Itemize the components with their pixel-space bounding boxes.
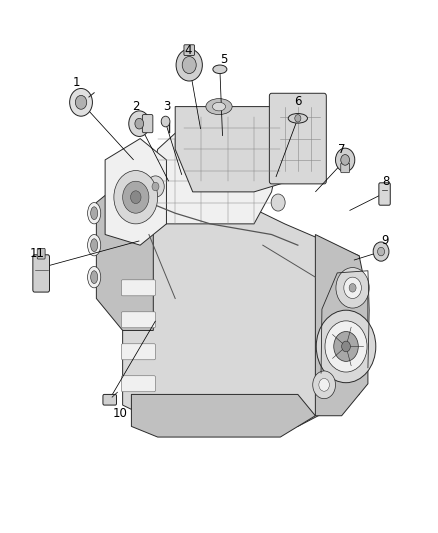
Circle shape bbox=[161, 116, 170, 127]
Text: 6: 6 bbox=[294, 95, 302, 108]
Circle shape bbox=[271, 194, 285, 211]
Ellipse shape bbox=[288, 114, 307, 123]
Ellipse shape bbox=[91, 239, 98, 252]
Polygon shape bbox=[123, 203, 359, 426]
Ellipse shape bbox=[88, 203, 101, 224]
Ellipse shape bbox=[213, 65, 227, 74]
Text: 3: 3 bbox=[163, 100, 170, 113]
Text: 5: 5 bbox=[220, 53, 227, 66]
Circle shape bbox=[325, 321, 367, 372]
Circle shape bbox=[341, 155, 350, 165]
Text: 10: 10 bbox=[113, 407, 128, 419]
Circle shape bbox=[344, 277, 361, 298]
Text: 8: 8 bbox=[382, 175, 389, 188]
Ellipse shape bbox=[206, 99, 232, 115]
Circle shape bbox=[152, 182, 159, 191]
Circle shape bbox=[342, 341, 350, 352]
FancyBboxPatch shape bbox=[142, 115, 153, 133]
Text: 11: 11 bbox=[30, 247, 45, 260]
Circle shape bbox=[316, 310, 376, 383]
FancyBboxPatch shape bbox=[379, 183, 390, 205]
FancyBboxPatch shape bbox=[341, 163, 350, 173]
Circle shape bbox=[176, 49, 202, 81]
Text: 2: 2 bbox=[132, 100, 140, 113]
Circle shape bbox=[114, 171, 158, 224]
Circle shape bbox=[378, 247, 385, 256]
FancyBboxPatch shape bbox=[103, 394, 117, 405]
Polygon shape bbox=[149, 117, 280, 224]
Circle shape bbox=[123, 181, 149, 213]
FancyBboxPatch shape bbox=[121, 312, 155, 328]
FancyBboxPatch shape bbox=[121, 344, 155, 360]
Circle shape bbox=[373, 242, 389, 261]
Circle shape bbox=[135, 118, 144, 129]
Circle shape bbox=[182, 56, 196, 74]
Circle shape bbox=[147, 176, 164, 197]
Ellipse shape bbox=[212, 102, 226, 111]
FancyBboxPatch shape bbox=[121, 376, 155, 392]
FancyBboxPatch shape bbox=[33, 255, 49, 292]
FancyBboxPatch shape bbox=[37, 248, 45, 259]
Polygon shape bbox=[175, 107, 289, 192]
Polygon shape bbox=[96, 181, 153, 330]
FancyBboxPatch shape bbox=[121, 280, 155, 296]
Polygon shape bbox=[131, 394, 315, 437]
Circle shape bbox=[313, 371, 336, 399]
Circle shape bbox=[336, 148, 355, 172]
Ellipse shape bbox=[91, 207, 98, 220]
Circle shape bbox=[131, 191, 141, 204]
FancyBboxPatch shape bbox=[184, 45, 194, 55]
Polygon shape bbox=[315, 235, 368, 416]
Circle shape bbox=[75, 95, 87, 109]
Circle shape bbox=[129, 111, 150, 136]
Circle shape bbox=[70, 88, 92, 116]
Ellipse shape bbox=[88, 235, 101, 256]
Circle shape bbox=[319, 378, 329, 391]
Circle shape bbox=[334, 332, 358, 361]
Text: 9: 9 bbox=[381, 235, 389, 247]
Polygon shape bbox=[105, 139, 166, 245]
Text: 4: 4 bbox=[184, 44, 192, 57]
Circle shape bbox=[349, 284, 356, 292]
Ellipse shape bbox=[88, 266, 101, 288]
Ellipse shape bbox=[91, 271, 98, 284]
Circle shape bbox=[295, 115, 301, 122]
FancyBboxPatch shape bbox=[269, 93, 326, 184]
Circle shape bbox=[336, 268, 369, 308]
Text: 1: 1 bbox=[73, 76, 81, 89]
Text: 7: 7 bbox=[338, 143, 346, 156]
